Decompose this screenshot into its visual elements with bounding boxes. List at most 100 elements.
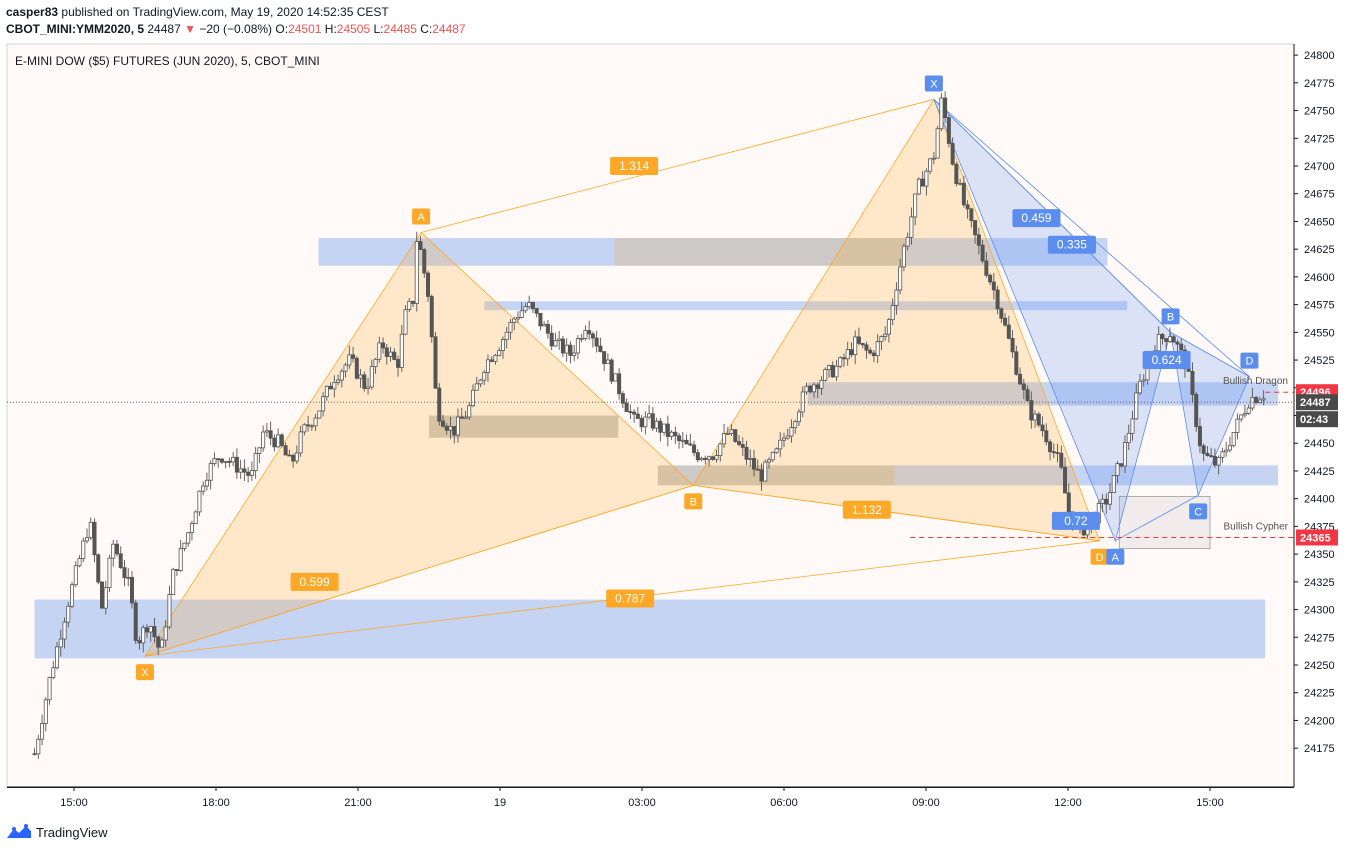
candle-body (1205, 453, 1210, 456)
candle-body (980, 244, 985, 262)
open-value: 24501 (288, 22, 322, 36)
candle-body (782, 437, 787, 441)
pattern-vertex-c: C (1189, 503, 1208, 520)
candle-body (208, 463, 213, 481)
candle-body (620, 393, 625, 404)
low-value: 24485 (383, 22, 417, 36)
candle-body (328, 385, 333, 390)
candle-body (369, 366, 374, 388)
candle-body (197, 490, 202, 513)
candle-body (152, 626, 157, 638)
candle-body (1261, 398, 1266, 401)
price-tick-label: 24200 (1304, 715, 1335, 727)
price-tick-label: 24725 (1304, 133, 1335, 145)
candle-body (1036, 413, 1041, 426)
candle-body (336, 379, 341, 383)
price-tick-label: 24350 (1304, 549, 1335, 561)
candle-body (737, 441, 742, 445)
pattern-leg-bd (1170, 331, 1250, 378)
high-value: 24505 (336, 22, 371, 36)
candle-body (894, 289, 899, 306)
publish-info: published on TradingView.com, May 19, 20… (61, 5, 389, 19)
candle-body (991, 281, 996, 291)
price-tag-bg (1296, 394, 1338, 411)
candle-body (688, 443, 693, 446)
candle-body (1122, 442, 1127, 467)
candle-body (1254, 397, 1259, 403)
candle-body (249, 470, 254, 476)
pattern-leg-xb (144, 484, 694, 657)
candle-body (47, 677, 52, 701)
candle-body (204, 479, 209, 487)
candle-body (590, 333, 595, 339)
close-value: 24487 (432, 22, 466, 36)
price-tick-label: 24625 (1304, 244, 1335, 256)
candle-body (339, 370, 344, 381)
candle-body (1025, 389, 1030, 402)
price-tag-label: 24487 (1300, 397, 1331, 409)
time-tick-label: 18:00 (202, 797, 230, 809)
zone-rect (807, 382, 1278, 406)
candle-body (272, 437, 277, 448)
price-tag: 24365 (1296, 529, 1338, 546)
candle-body (485, 359, 490, 373)
candle-body (1137, 380, 1142, 394)
candle-body (905, 236, 910, 247)
candle-body (317, 410, 322, 419)
candle-body (1040, 424, 1045, 432)
price-tick-label: 24325 (1304, 577, 1335, 589)
pattern-leg-ac (1115, 494, 1199, 542)
candle-body (1048, 441, 1053, 453)
candle-body (1171, 336, 1176, 343)
candle-body (174, 569, 179, 571)
candle-body (935, 128, 940, 159)
candle-body (463, 416, 468, 419)
candle-body (568, 344, 573, 356)
close-label: C: (420, 22, 433, 36)
candle-body (815, 384, 820, 389)
candle-body (283, 445, 288, 456)
candle-body (351, 354, 356, 359)
vertex-badge (684, 493, 703, 510)
ratio-label: 0.335 (1047, 235, 1096, 254)
candle-body (1212, 456, 1217, 466)
publisher-name[interactable]: casper83 (6, 5, 59, 19)
candle-body (530, 302, 535, 309)
candle-body (291, 454, 296, 462)
candle-body (1175, 341, 1180, 345)
price-tick-label: 24550 (1304, 327, 1335, 339)
candle-body (182, 542, 187, 549)
footer-brand[interactable]: TradingView (6, 824, 108, 840)
candle-body (122, 567, 127, 579)
candle-body (231, 456, 236, 463)
candle-body (478, 379, 483, 385)
candle-body (504, 331, 509, 340)
candle-body (744, 446, 749, 460)
candle-body (1242, 412, 1247, 416)
candle-body (1044, 430, 1049, 443)
time-tick-label: 09:00 (912, 797, 940, 809)
candle-body (1246, 407, 1251, 414)
price-tag-label: 24365 (1300, 532, 1331, 544)
open-label: O: (275, 22, 289, 36)
candle-body (868, 349, 873, 354)
candle-body (216, 458, 221, 461)
candle-body (189, 523, 194, 534)
candle-body (452, 426, 457, 436)
candle-body (658, 420, 663, 433)
candle-body (755, 468, 760, 471)
candle-body (909, 216, 914, 238)
time-tick-label: 06:00 (770, 797, 798, 809)
price-tick-label: 24675 (1304, 189, 1335, 201)
candle-body (261, 431, 266, 449)
candle-body (321, 396, 326, 412)
candle-body (32, 753, 37, 756)
candle-body (422, 249, 427, 274)
candle-body (804, 385, 809, 393)
ratio-badge (610, 156, 659, 175)
candle-body (1130, 418, 1135, 434)
pattern-name: Bullish Cypher (1224, 521, 1289, 532)
ratio-value: 0.335 (1057, 238, 1087, 252)
candle-body (778, 439, 783, 450)
